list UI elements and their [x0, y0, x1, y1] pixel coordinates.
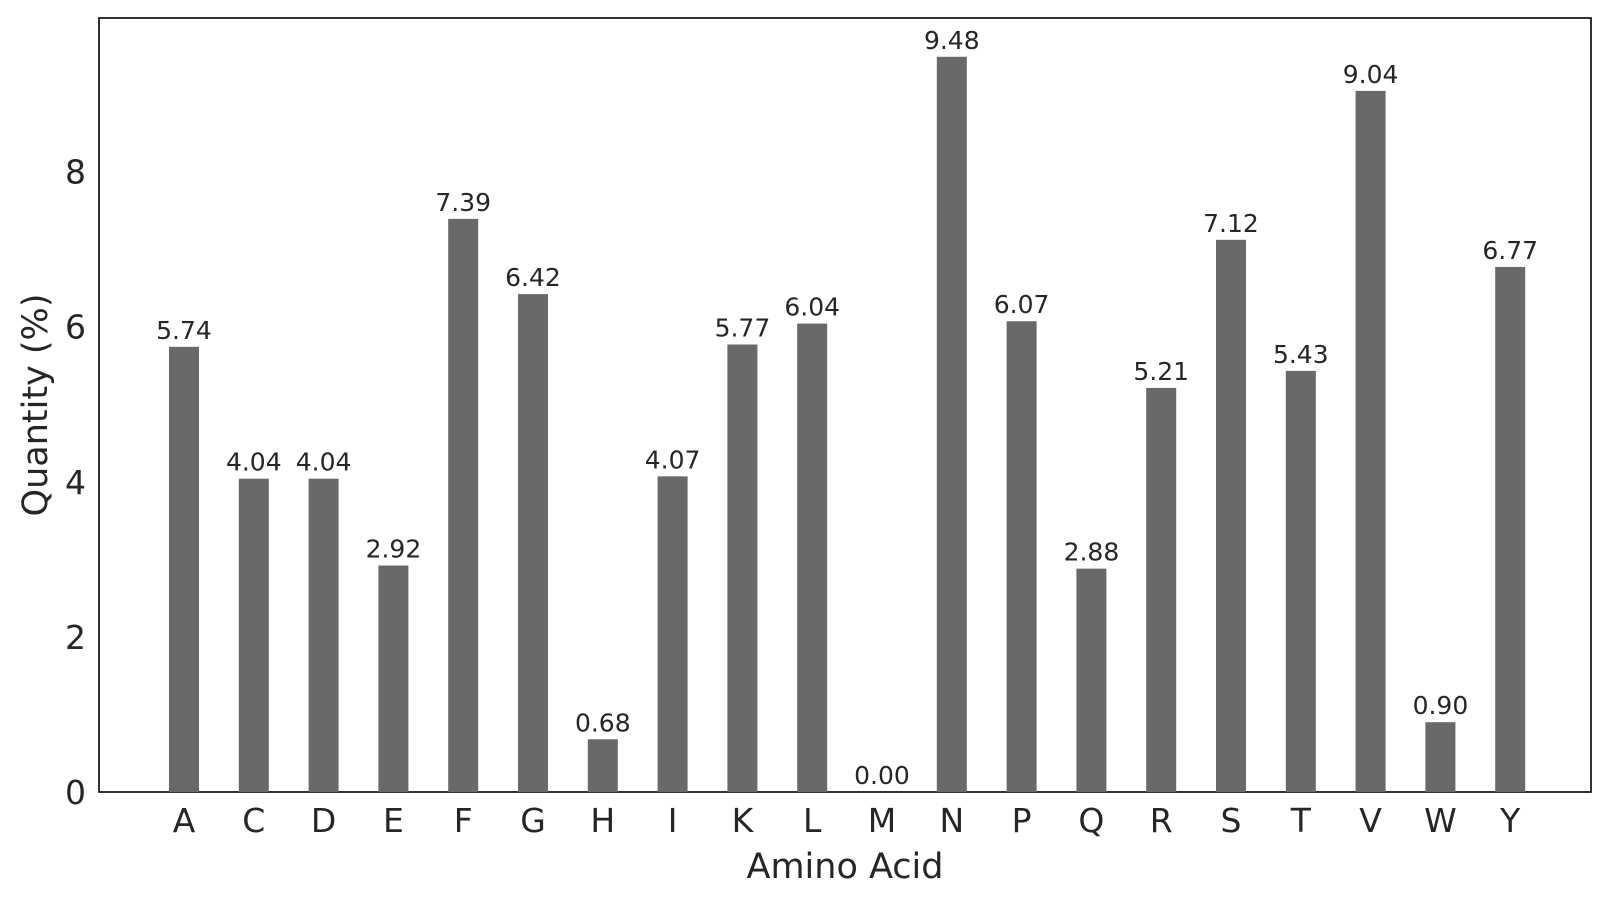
value-label-I: 4.07: [645, 445, 701, 474]
value-label-Q: 2.88: [1064, 538, 1120, 567]
value-label-K: 5.77: [715, 314, 771, 343]
y-tick-labels-group: 0 2 4 6 8: [65, 153, 86, 812]
bar-P: [1006, 321, 1037, 792]
x-tick-label-F: F: [454, 801, 473, 840]
value-labels-group: 5.74 4.04 4.04 2.92 7.39 6.42 0.68 4.07 5.77 6.04…: [156, 26, 1538, 790]
value-label-C: 4.04: [226, 448, 282, 477]
bar-E: [378, 565, 409, 792]
bar-G: [518, 294, 548, 792]
y-tick-label-0: 0: [65, 773, 86, 812]
bar-K: [727, 344, 758, 792]
bar-F: [448, 218, 479, 792]
bars-group: [169, 56, 1526, 792]
y-tick-label-8: 8: [65, 153, 86, 192]
value-label-F: 7.39: [435, 188, 491, 217]
x-tick-label-P: P: [1012, 801, 1032, 840]
x-tick-label-W: W: [1424, 801, 1457, 840]
x-tick-label-R: R: [1150, 801, 1173, 840]
x-tick-label-D: D: [311, 801, 336, 840]
value-label-S: 7.12: [1203, 209, 1259, 238]
y-tick-label-2: 2: [65, 618, 86, 657]
bar-C: [238, 478, 269, 792]
value-label-M: 0.00: [854, 761, 910, 790]
bar-R: [1146, 387, 1177, 792]
bar-A: [169, 346, 199, 792]
plot-frame: [98, 17, 1592, 793]
value-label-Y: 6.77: [1482, 236, 1538, 265]
bar-Y: [1495, 266, 1526, 792]
bar-T: [1285, 370, 1316, 792]
x-tick-label-N: N: [939, 801, 964, 840]
x-tick-label-V: V: [1359, 801, 1382, 840]
x-tick-label-C: C: [242, 801, 265, 840]
x-axis-title: Amino Acid: [747, 847, 944, 887]
y-axis-title: Quantity (%): [16, 294, 56, 517]
value-label-W: 0.90: [1413, 691, 1469, 720]
x-tick-label-L: L: [803, 801, 822, 840]
x-tick-label-K: K: [732, 801, 755, 840]
bar-N: [936, 56, 967, 792]
y-tick-label-4: 4: [65, 463, 86, 502]
bar-Q: [1076, 568, 1107, 792]
x-tick-label-I: I: [668, 801, 678, 840]
value-label-N: 9.48: [924, 26, 980, 55]
x-tick-label-Q: Q: [1078, 801, 1104, 840]
bar-W: [1425, 722, 1456, 792]
bar-H: [587, 739, 618, 792]
value-label-L: 6.04: [784, 293, 840, 322]
value-label-D: 4.04: [296, 448, 352, 477]
value-label-E: 2.92: [366, 535, 422, 564]
bar-V: [1355, 90, 1386, 792]
x-tick-label-E: E: [383, 801, 404, 840]
bar-I: [657, 476, 688, 792]
value-label-T: 5.43: [1273, 340, 1329, 369]
value-label-P: 6.07: [994, 290, 1050, 319]
value-label-R: 5.21: [1133, 357, 1189, 386]
value-label-H: 0.68: [575, 708, 631, 737]
x-tick-label-H: H: [590, 801, 615, 840]
x-tick-label-T: T: [1290, 801, 1312, 840]
value-label-A: 5.74: [156, 316, 212, 345]
bar-S: [1216, 239, 1246, 792]
x-tick-label-S: S: [1221, 801, 1242, 840]
y-tick-label-6: 6: [65, 308, 86, 347]
x-tick-label-G: G: [520, 801, 546, 840]
x-tick-label-M: M: [868, 801, 896, 840]
x-tick-label-A: A: [173, 801, 196, 840]
bar-L: [797, 323, 828, 792]
x-tick-label-Y: Y: [1499, 801, 1521, 840]
value-label-G: 6.42: [505, 263, 561, 292]
bar-D: [308, 478, 339, 792]
value-label-V: 9.04: [1343, 60, 1399, 89]
